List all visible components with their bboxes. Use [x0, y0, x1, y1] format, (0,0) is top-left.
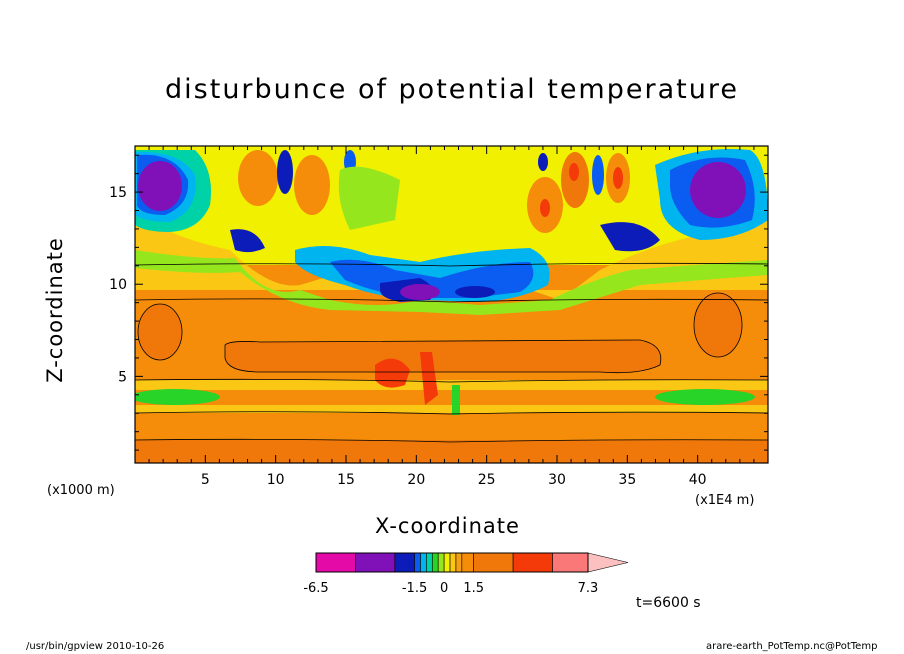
surface-layer	[135, 440, 768, 463]
x-tick-label: 40	[689, 472, 707, 488]
colorbar-swatch	[443, 552, 451, 573]
green-cell-upper	[338, 166, 400, 230]
heatmap-field	[135, 146, 768, 463]
colorbar-tick-label: 0	[440, 581, 448, 596]
blue-cell-left	[230, 229, 265, 253]
green-streak	[452, 385, 460, 415]
y-axis-label: Z-coordinate	[43, 237, 67, 383]
colorbar-swatch	[512, 552, 553, 573]
y-axis: 5 10 15	[109, 154, 768, 451]
y-tick-label: 5	[118, 369, 127, 385]
y-tick-label: 10	[109, 277, 127, 293]
deep-blue-cell-2	[455, 286, 495, 298]
x-tick-label: 5	[201, 472, 210, 488]
contour-lines	[135, 262, 768, 443]
purple-cell-center	[400, 284, 440, 300]
x-tick-label: 10	[267, 472, 285, 488]
time-label: t=6600 s	[636, 595, 701, 611]
x-tick-label: 35	[618, 472, 636, 488]
colorbar-frame	[315, 552, 589, 573]
colorbar-swatch	[315, 552, 356, 573]
colorbar-swatch	[461, 552, 474, 573]
mid-warm-band	[225, 340, 661, 373]
blue-cell-upper-3	[538, 153, 548, 171]
vortex-left-core	[138, 161, 182, 211]
colorbar-swatch	[420, 552, 427, 573]
x-tick-label: 30	[548, 472, 566, 488]
low-level-band	[135, 380, 768, 390]
x-axis-label: X-coordinate	[375, 514, 520, 538]
warm-cell-upper-2	[294, 155, 330, 215]
blue-cell-upper-1	[277, 150, 293, 194]
y-axis-unit: (x1000 m)	[47, 483, 115, 498]
colorbar: -6.5 -1.5 0 1.5 7.3	[303, 552, 629, 596]
colorbar-swatch	[426, 552, 433, 573]
warm-cell-upper-1	[238, 150, 278, 206]
chart-title: disturbunce of potential temperature	[165, 74, 739, 105]
colorbar-swatch	[394, 552, 415, 573]
colorbar-tick-label: 7.3	[578, 581, 599, 596]
blue-cell-upper-2	[592, 155, 604, 195]
colorbar-swatch	[473, 552, 514, 573]
red-cell-upper-1	[569, 163, 579, 181]
plot-frame	[134, 145, 769, 464]
colorbar-swatch	[552, 552, 589, 573]
x-axis-unit: (x1E4 m)	[695, 493, 755, 508]
green-pocket-right	[655, 389, 755, 405]
red-cell-upper-2	[540, 199, 550, 217]
colorbar-tick-label: 1.5	[463, 581, 484, 596]
low-level-band-2	[135, 405, 768, 413]
warm-cell-left	[138, 304, 182, 360]
colorbar-swatch	[431, 552, 439, 573]
green-pocket-left	[135, 389, 220, 405]
x-tick-label: 25	[478, 472, 496, 488]
colorbar-extend-arrow	[587, 552, 629, 573]
x-axis: 5 10 15 20 25 30 35 40	[148, 146, 755, 488]
x-tick-label: 20	[407, 472, 425, 488]
x-tick-label: 15	[337, 472, 355, 488]
blue-cell-right	[600, 222, 660, 252]
footer-left: /usr/bin/gpview 2010-10-26	[26, 641, 165, 652]
colorbar-tick-label: -6.5	[303, 581, 328, 596]
colorbar-swatch	[449, 552, 457, 573]
y-tick-label: 15	[109, 185, 127, 201]
colorbar-swatch	[455, 552, 463, 573]
red-cell-2	[420, 352, 438, 405]
colorbar-swatch	[414, 552, 421, 573]
red-cell-upper-3	[613, 167, 623, 189]
colorbar-swatch	[437, 552, 445, 573]
vortex-right-core	[690, 162, 746, 218]
yellow-core-upper	[420, 150, 490, 230]
warm-cell-right	[694, 293, 742, 357]
colorbar-swatch	[355, 552, 396, 573]
colorbar-tick-label: -1.5	[402, 581, 427, 596]
footer-right: arare-earth_PotTemp.nc@PotTemp	[706, 641, 878, 652]
